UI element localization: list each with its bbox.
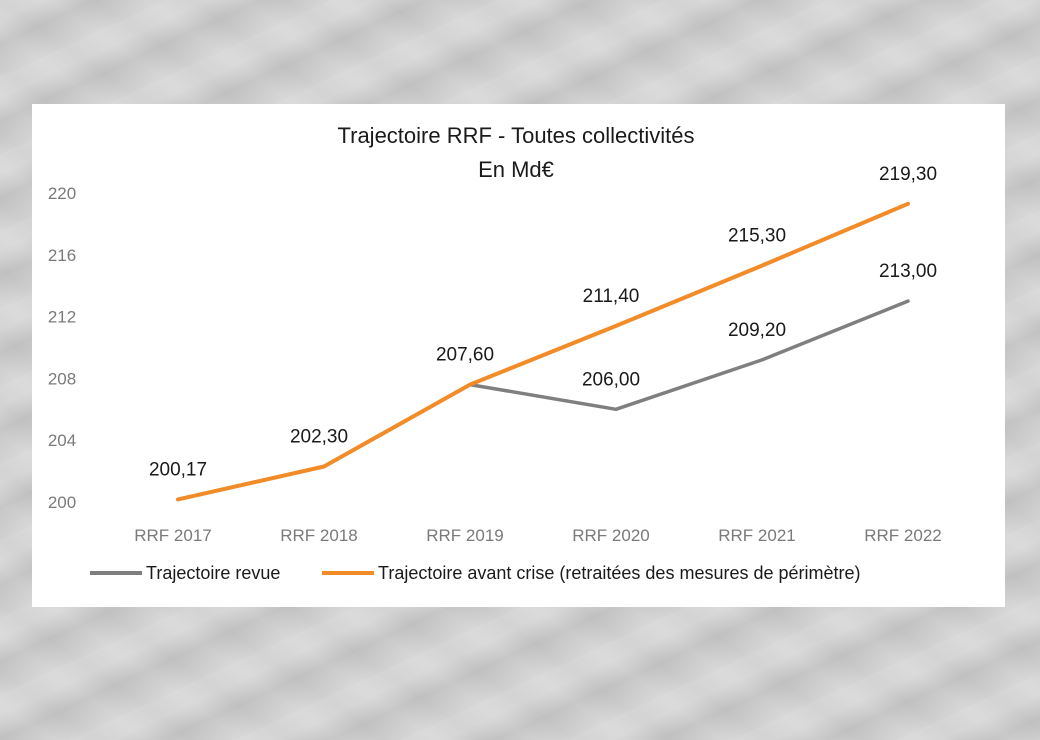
chart-subtitle: En Md€ [478, 157, 554, 182]
x-tick-label: RRF 2017 [134, 526, 211, 545]
x-tick-label: RRF 2019 [426, 526, 503, 545]
data-label: 211,40 [583, 286, 640, 307]
chart-card [32, 104, 1005, 607]
data-label: 209,20 [728, 320, 786, 341]
chart-title: Trajectoire RRF - Toutes collectivités [338, 123, 695, 148]
data-label: 206,00 [582, 369, 640, 390]
data-label: 219,30 [879, 164, 937, 185]
x-axis-ticks: RRF 2017 RRF 2018 RRF 2019 RRF 2020 RRF 2021… [134, 526, 941, 545]
data-label: 207,60 [436, 345, 494, 366]
y-tick-label: 208 [48, 369, 76, 388]
y-axis-ticks: 200 204 208 212 216 220 [48, 184, 76, 512]
data-label: 200,17 [149, 459, 207, 480]
x-tick-label: RRF 2022 [864, 526, 941, 545]
x-tick-label: RRF 2021 [718, 526, 795, 545]
y-tick-label: 220 [48, 184, 76, 203]
data-label: 215,30 [728, 226, 786, 247]
data-label: 213,00 [879, 261, 937, 282]
data-labels: 206,00 209,20 213,00 200,17 202,30 207,60 211,… [149, 164, 937, 481]
series-lines [176, 201, 910, 502]
legend-label: Trajectoire avant crise (retraitées des … [378, 563, 861, 583]
legend-label: Trajectoire revue [146, 563, 280, 583]
x-tick-label: RRF 2020 [572, 526, 649, 545]
y-tick-label: 204 [48, 431, 76, 450]
y-tick-label: 200 [48, 493, 76, 512]
series-line [176, 299, 910, 502]
y-tick-label: 216 [48, 246, 76, 265]
legend: Trajectoire revue Trajectoire avant crise… [90, 563, 861, 583]
series-line [176, 201, 910, 502]
y-tick-label: 212 [48, 308, 76, 327]
x-tick-label: RRF 2018 [280, 526, 357, 545]
data-label: 202,30 [290, 426, 348, 447]
